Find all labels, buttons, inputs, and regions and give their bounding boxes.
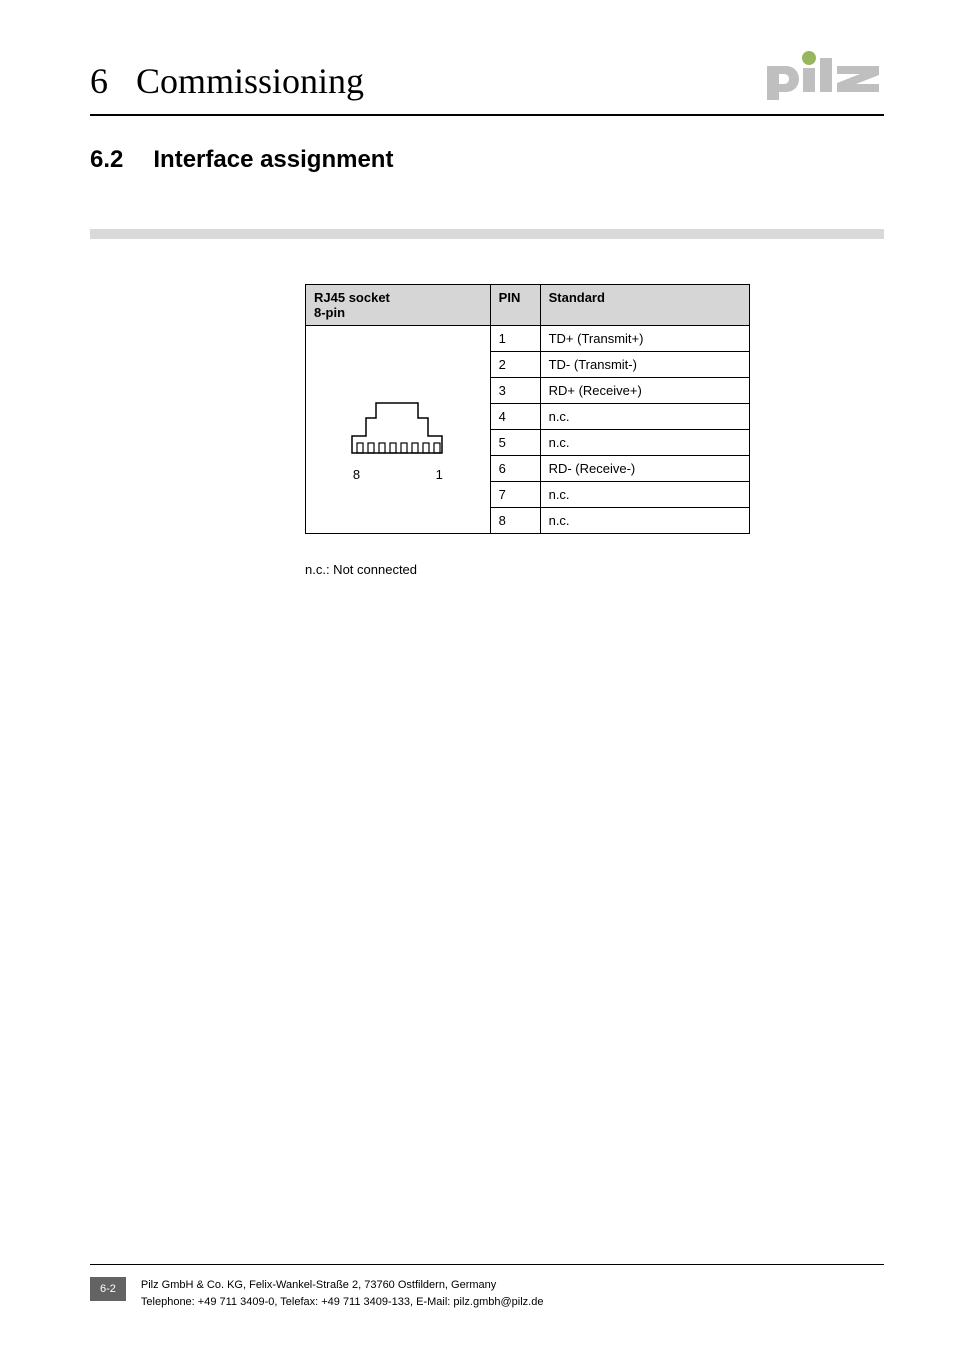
pin-label-left: 8 (353, 467, 360, 482)
standard-cell: RD- (Receive-) (540, 456, 749, 482)
content-area: RJ45 socket 8-pin PIN Standard (305, 284, 884, 577)
pin-cell: 2 (490, 352, 540, 378)
rj45-connector-icon: 8 1 (350, 398, 445, 482)
pin-cell: 7 (490, 482, 540, 508)
header-socket-line2: 8-pin (314, 305, 345, 320)
pin-cell: 4 (490, 404, 540, 430)
pin-cell: 1 (490, 326, 540, 352)
footer-divider (90, 1264, 884, 1265)
footer-company-info: Pilz GmbH & Co. KG, Felix-Wankel-Straße … (141, 1277, 544, 1310)
section-divider (90, 229, 884, 239)
table-header-socket: RJ45 socket 8-pin (306, 285, 491, 326)
header-socket-line1: RJ45 socket (314, 290, 390, 305)
pin-cell: 8 (490, 508, 540, 534)
note-text: n.c.: Not connected (305, 562, 884, 577)
pin-label-right: 1 (436, 467, 443, 482)
page-number-badge: 6-2 (90, 1277, 126, 1301)
table-header-pin: PIN (490, 285, 540, 326)
page-header: 6 Commissioning (90, 60, 884, 116)
standard-cell: RD+ (Receive+) (540, 378, 749, 404)
chapter-number: 6 (90, 60, 108, 102)
chapter-title: Commissioning (136, 60, 364, 102)
standard-cell: n.c. (540, 430, 749, 456)
table-header-standard: Standard (540, 285, 749, 326)
section-number: 6.2 (90, 146, 123, 174)
standard-cell: n.c. (540, 404, 749, 430)
standard-cell: TD+ (Transmit+) (540, 326, 749, 352)
pilz-logo (764, 50, 884, 107)
pin-cell: 3 (490, 378, 540, 404)
interface-pin-table: RJ45 socket 8-pin PIN Standard (305, 284, 750, 534)
standard-cell: n.c. (540, 482, 749, 508)
footer-line1: Pilz GmbH & Co. KG, Felix-Wankel-Straße … (141, 1279, 496, 1291)
section-title: Interface assignment (153, 146, 393, 174)
standard-cell: n.c. (540, 508, 749, 534)
page-footer: 6-2 Pilz GmbH & Co. KG, Felix-Wankel-Str… (90, 1264, 884, 1310)
footer-line2: Telephone: +49 711 3409-0, Telefax: +49 … (141, 1296, 544, 1308)
standard-cell: TD- (Transmit-) (540, 352, 749, 378)
table-row: 8 1 1 TD+ (Transmit+) (306, 326, 750, 352)
pin-cell: 5 (490, 430, 540, 456)
section-heading: 6.2 Interface assignment (90, 146, 884, 174)
pin-cell: 6 (490, 456, 540, 482)
rj45-socket-diagram-cell: 8 1 (306, 326, 491, 534)
pin-number-labels: 8 1 (353, 467, 443, 482)
